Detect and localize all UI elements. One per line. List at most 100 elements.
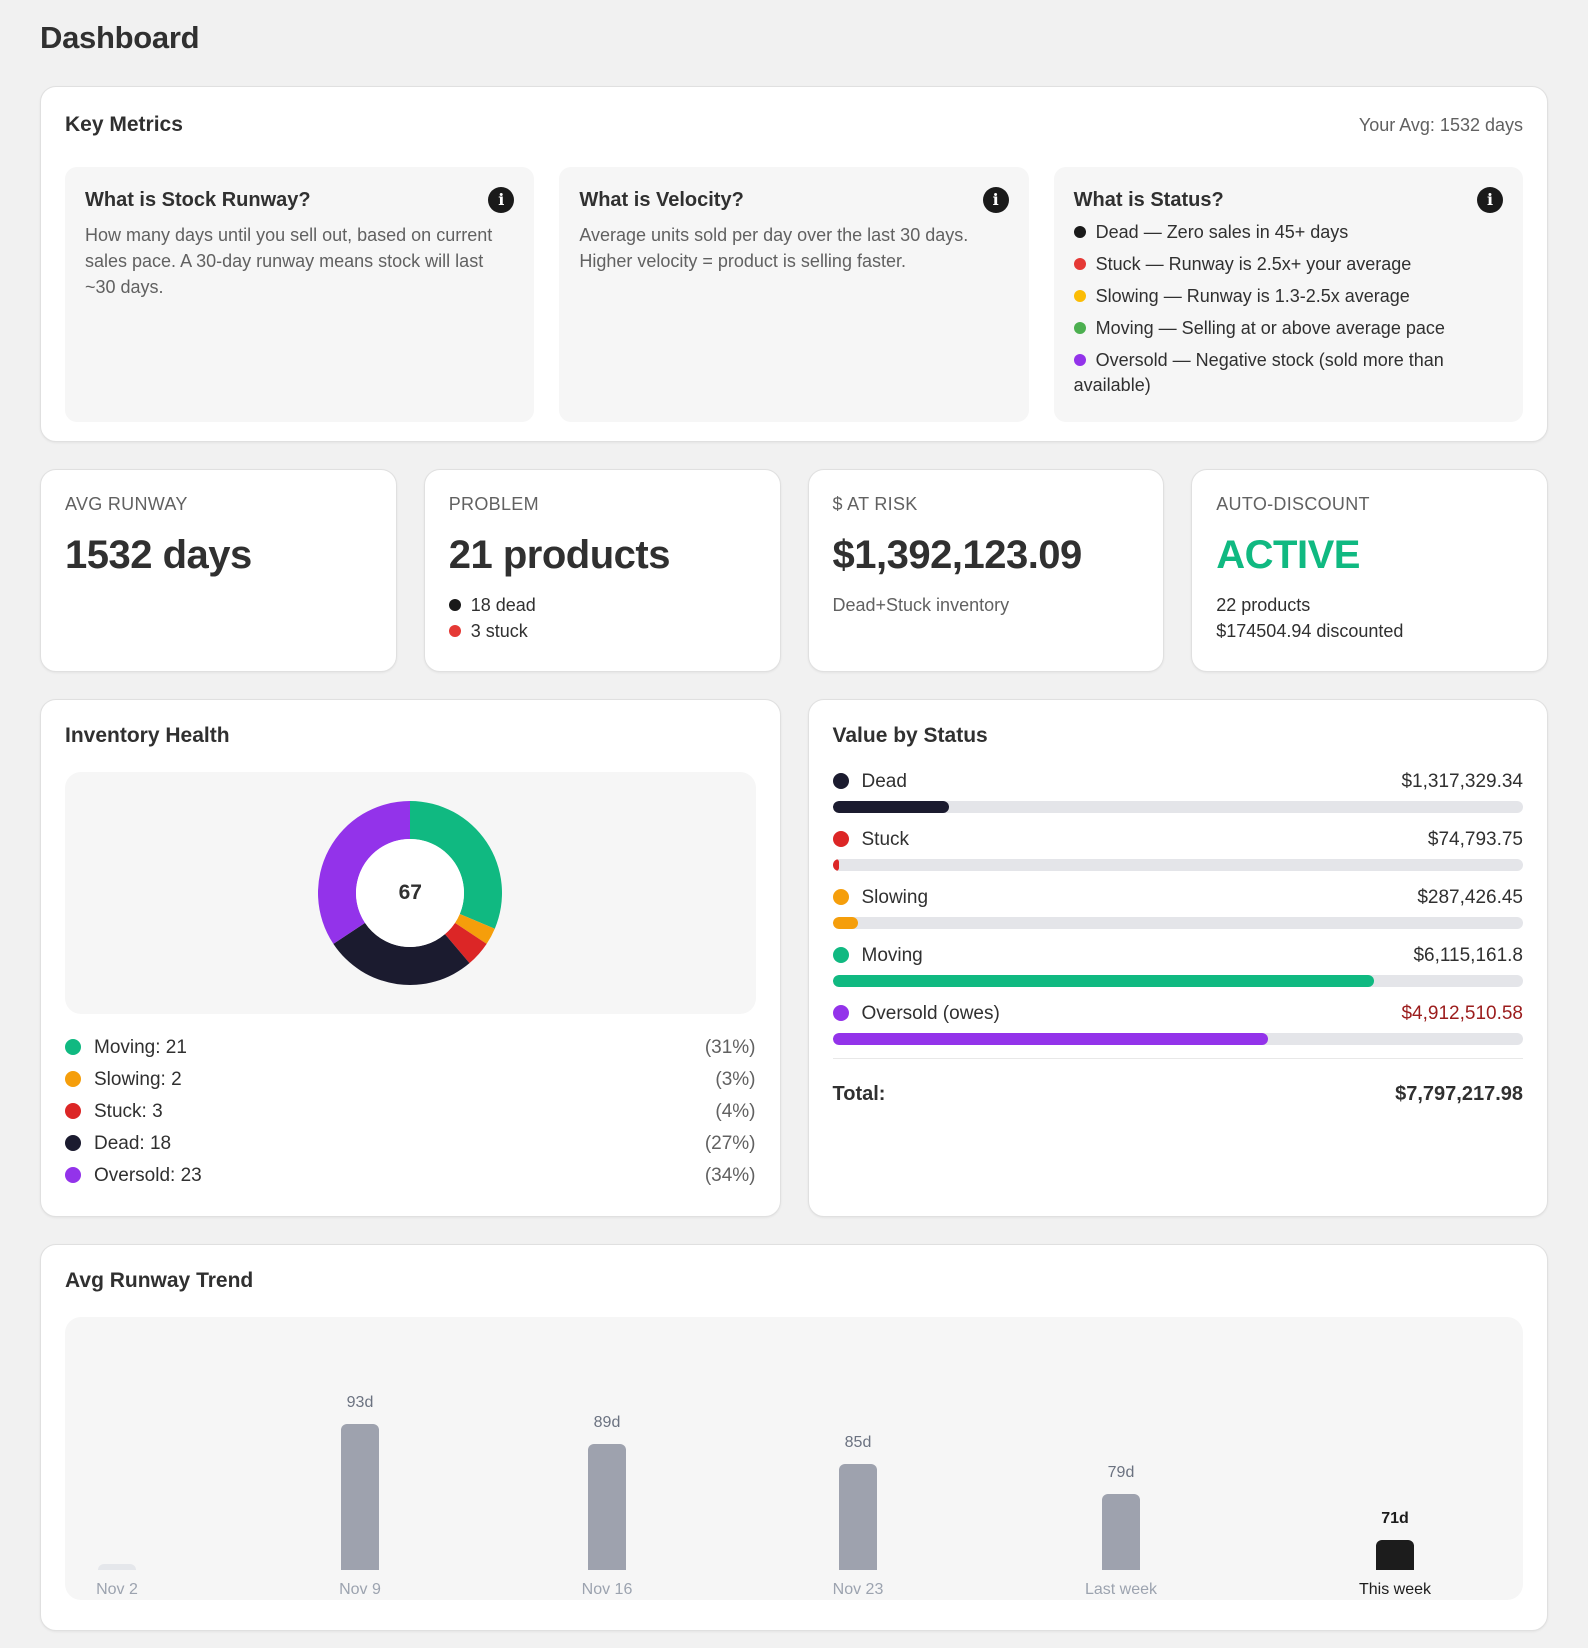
info-icon[interactable]: i — [488, 187, 515, 213]
bar-label: Nov 23 — [832, 1581, 884, 1598]
your-avg-label: Your Avg: 1532 days — [1358, 114, 1523, 135]
stuck-count: 3 stuck — [470, 621, 528, 641]
bar-label: Nov 16 — [581, 1581, 633, 1598]
stat-label: $ AT RISK — [832, 494, 918, 514]
value-bars: Dead $1,317,329.34 Stuck $74,793.75 Slowing $… — [832, 768, 1523, 1045]
stat-label: PROBLEM — [448, 494, 539, 514]
value-label: Dead — [861, 771, 907, 792]
value-bar-item: Moving $6,115,161.8 — [832, 942, 1523, 987]
donut-slice-oversold[interactable] — [318, 801, 411, 944]
status-definition-text: Dead — Zero sales in 45+ days — [1095, 222, 1349, 242]
discount-products: 22 products — [1216, 595, 1311, 615]
legend-item: Oversold: 23 (34%) — [65, 1160, 756, 1192]
value-bar-fill — [832, 975, 1374, 987]
legend-label: Moving: 21 — [94, 1037, 187, 1058]
value-bar-track — [832, 917, 1523, 929]
value-bar-track — [832, 859, 1523, 871]
value-bar-item: Dead $1,317,329.34 — [832, 768, 1523, 813]
avg-runway-card: AVG RUNWAY 1532 days — [40, 469, 397, 672]
stat-value: $1,392,123.09 — [832, 533, 1083, 577]
legend-pct: (3%) — [715, 1069, 756, 1090]
value-amount: $287,426.45 — [1417, 887, 1523, 908]
value-label: Slowing — [861, 887, 929, 908]
page-title: Dashboard — [40, 20, 200, 55]
donut-total: 67 — [398, 881, 422, 904]
discount-amount: $174504.94 discounted — [1216, 621, 1404, 641]
explainer-title: What is Velocity? — [579, 189, 744, 211]
legend-label: Oversold: 23 — [94, 1165, 202, 1186]
bar — [341, 1424, 379, 1570]
value-bar-item: Stuck $74,793.75 — [832, 826, 1523, 871]
value-bar-item: Oversold (owes) $4,912,510.58 — [832, 1000, 1523, 1045]
dead-dot-icon — [448, 599, 461, 611]
dead-count: 18 dead — [470, 595, 536, 615]
explainer-text: How many days until you sell out, based … — [85, 225, 493, 297]
value-amount: $4,912,510.58 — [1401, 1003, 1523, 1024]
legend-pct: (34%) — [704, 1165, 756, 1186]
stat-sub: Dead+Stuck inventory — [832, 595, 1010, 615]
stat-label: AVG RUNWAY — [65, 494, 188, 514]
bar-value: 79d — [1107, 1464, 1135, 1481]
donut-legend: Moving: 21 (31%) Slowing: 2 (3%) Stuck: 3 (4%… — [65, 1032, 756, 1192]
auto-discount-card: AUTO-DISCOUNT ACTIVE 22 products $174504… — [1191, 469, 1548, 672]
legend-item: Stuck: 3 (4%) — [65, 1096, 756, 1128]
donut-slice-dead[interactable] — [333, 922, 470, 985]
trend-bar-last-week[interactable]: 79d Last week — [1061, 1464, 1181, 1598]
key-metrics-title: Key Metrics — [65, 113, 183, 136]
bar — [839, 1464, 877, 1570]
trend-bar-nov-9[interactable]: 93d Nov 9 — [300, 1394, 420, 1598]
status-dot-icon — [832, 831, 849, 847]
status-dot-icon — [832, 947, 849, 963]
info-icon[interactable]: i — [982, 187, 1009, 213]
bar — [1376, 1540, 1414, 1570]
status-dot-icon — [1073, 226, 1086, 238]
status-dot-icon — [1073, 290, 1086, 302]
donut-slice-slowing[interactable] — [455, 913, 496, 944]
status-definition-text: Moving — Selling at or above average pac… — [1095, 318, 1445, 338]
donut-slice-moving[interactable] — [410, 801, 503, 929]
velocity-explainer: i What is Velocity? Average units sold p… — [559, 167, 1029, 422]
value-bar-fill — [832, 917, 859, 929]
status-definition-item: Dead — Zero sales in 45+ days — [1073, 216, 1503, 248]
value-bar-fill — [832, 801, 950, 813]
trend-bar-nov-16[interactable]: 89d Nov 16 — [547, 1414, 667, 1598]
legend-label: Slowing: 2 — [94, 1069, 182, 1090]
value-bar-fill — [832, 859, 840, 871]
problem-card: PROBLEM 21 products 18 dead 3 stuck — [423, 469, 781, 672]
status-dot-icon — [832, 889, 849, 905]
explainer-title: What is Stock Runway? — [85, 189, 311, 211]
value-amount: $74,793.75 — [1427, 829, 1523, 850]
legend-dot-icon — [65, 1039, 81, 1055]
bar-value: 71d — [1381, 1510, 1409, 1527]
legend-pct: (31%) — [704, 1037, 756, 1058]
status-dot-icon — [1073, 258, 1086, 270]
total-value: $7,797,217.98 — [1395, 1083, 1523, 1105]
status-explainer: i What is Status? Dead — Zero sales in 4… — [1053, 167, 1523, 422]
stat-value: 21 products — [448, 533, 671, 577]
donut-chart — [318, 801, 503, 985]
value-bar-track — [832, 801, 1523, 813]
bar-value: 93d — [346, 1394, 374, 1411]
status-definition-item: Stuck — Runway is 2.5x+ your average — [1073, 248, 1503, 280]
legend-label: Dead: 18 — [94, 1133, 172, 1154]
info-icon[interactable]: i — [1476, 187, 1503, 213]
donut-slice-stuck[interactable] — [445, 922, 487, 964]
legend-pct: (4%) — [715, 1101, 756, 1122]
bar-label: Nov 2 — [96, 1581, 138, 1598]
status-definition-text: Slowing — Runway is 1.3-2.5x average — [1095, 286, 1410, 306]
status-definition-text: Stuck — Runway is 2.5x+ your average — [1095, 254, 1412, 274]
trend-bar-nov-2[interactable]: Nov 2 — [57, 1564, 177, 1598]
trend-bar-this-week[interactable]: 71d This week — [1335, 1510, 1455, 1598]
legend-pct: (27%) — [704, 1133, 756, 1154]
stat-label: AUTO-DISCOUNT — [1216, 494, 1370, 514]
inventory-health-title: Inventory Health — [65, 724, 230, 747]
trend-bar-nov-23[interactable]: 85d Nov 23 — [798, 1434, 918, 1598]
value-bar-track — [832, 1033, 1523, 1045]
bar-label: Nov 9 — [339, 1581, 381, 1598]
status-dot-icon — [1073, 322, 1086, 334]
value-by-status-title: Value by Status — [832, 724, 988, 747]
status-dot-icon — [832, 1005, 849, 1021]
value-total-row: Total: $7,797,217.98 — [832, 1058, 1523, 1106]
status-definition-text: Oversold — Negative stock (sold more tha… — [1073, 350, 1444, 395]
bar-label: Last week — [1084, 1581, 1158, 1598]
